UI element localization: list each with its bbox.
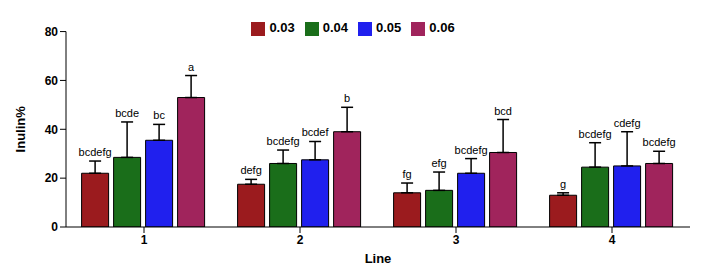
svg-text:bcdef: bcdef	[302, 126, 330, 138]
svg-text:cdefg: cdefg	[614, 117, 641, 129]
svg-text:bcdefg: bcdefg	[267, 135, 300, 147]
svg-text:1: 1	[141, 233, 148, 247]
svg-text:a: a	[188, 61, 195, 73]
svg-text:efg: efg	[431, 157, 446, 169]
svg-text:bc: bc	[153, 109, 165, 121]
svg-text:g: g	[560, 178, 566, 190]
svg-text:b: b	[344, 92, 350, 104]
svg-text:Line: Line	[365, 251, 392, 266]
svg-text:60: 60	[45, 74, 59, 88]
svg-text:Inulin%: Inulin%	[13, 106, 28, 153]
svg-text:bcdefg: bcdefg	[579, 128, 612, 140]
svg-text:bcd: bcd	[494, 105, 512, 117]
svg-text:defg: defg	[240, 164, 261, 176]
html-text:0.06: 0.06	[429, 20, 455, 35]
svg-text:bcdefg: bcdefg	[455, 144, 488, 156]
svg-text:40: 40	[45, 123, 59, 137]
svg-text:20: 20	[45, 171, 59, 185]
html-text:0.03: 0.03	[269, 20, 295, 35]
svg-text:bcdefg: bcdefg	[643, 136, 676, 148]
svg-text:0: 0	[51, 220, 58, 234]
svg-text:3: 3	[453, 233, 460, 247]
html-text:0.05: 0.05	[376, 20, 402, 35]
svg-text:bcdefg: bcdefg	[79, 146, 112, 158]
svg-text:2: 2	[297, 233, 304, 247]
html-text:0.04: 0.04	[322, 20, 348, 35]
svg-text:80: 80	[45, 25, 59, 39]
svg-text:fg: fg	[403, 168, 412, 180]
svg-text:bcde: bcde	[115, 107, 139, 119]
svg-text:4: 4	[609, 233, 616, 247]
